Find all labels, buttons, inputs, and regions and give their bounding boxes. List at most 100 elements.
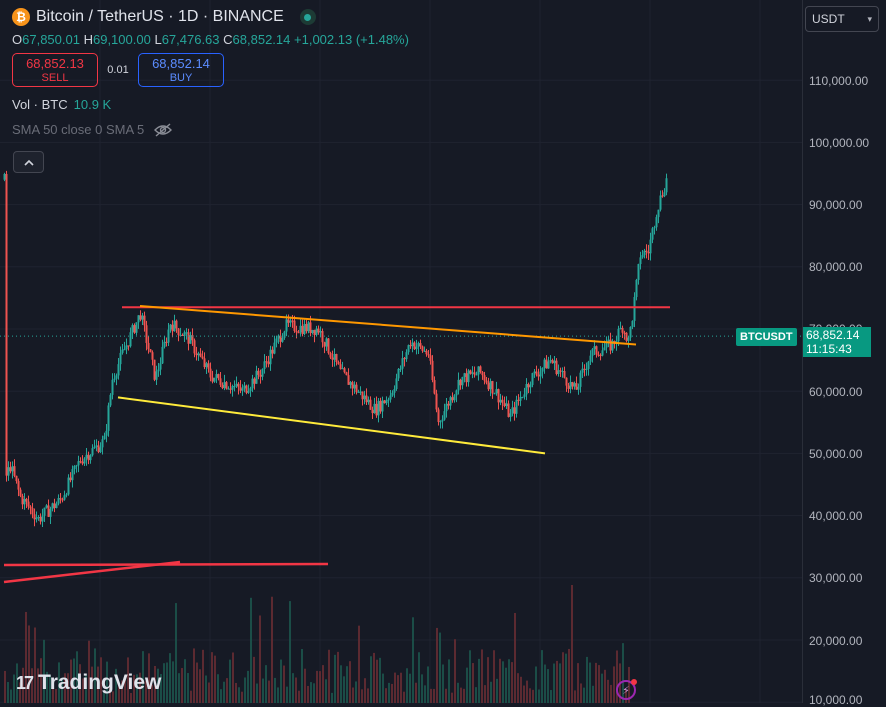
volume-bar — [79, 664, 81, 703]
candle-body — [67, 477, 70, 495]
volume-bar — [238, 687, 240, 703]
volume-bar — [334, 654, 336, 703]
candle-body — [141, 315, 144, 320]
candle-body — [227, 388, 230, 390]
candle-body — [539, 371, 542, 377]
candle-body — [401, 358, 404, 369]
symbol-title-row[interactable]: ₿ Bitcoin / TetherUS · 1D · BINANCE — [12, 8, 409, 26]
candle-body — [381, 400, 384, 412]
volume-bar — [103, 691, 105, 703]
candle-body — [53, 503, 56, 509]
tradingview-logo[interactable]: 17 TradingView — [16, 671, 161, 695]
candle-body — [187, 332, 190, 344]
candle-body — [633, 297, 636, 321]
candle-body — [661, 195, 664, 197]
market-open-icon[interactable] — [299, 9, 316, 25]
price-tick: 90,000.00 — [809, 198, 863, 212]
candle-body — [505, 403, 508, 407]
candle-body — [403, 358, 406, 360]
candle-body — [15, 475, 18, 482]
candle-body — [593, 346, 596, 350]
volume-bar — [259, 615, 261, 703]
candle-body — [653, 227, 656, 229]
volume-bar — [148, 653, 150, 703]
candle-body — [33, 514, 36, 520]
buy-button[interactable]: 68,852.14 BUY — [138, 53, 224, 87]
volume-bar — [526, 680, 528, 703]
candle-body — [455, 390, 458, 396]
candle-body — [345, 372, 348, 376]
volume-bar — [559, 663, 561, 703]
volume-bar — [400, 672, 402, 703]
volume-bar — [106, 661, 108, 703]
chart-plot-area[interactable] — [0, 0, 802, 703]
volume-bar — [292, 673, 294, 703]
candle-body — [349, 382, 352, 385]
candle-body — [215, 374, 218, 378]
candle-body — [467, 370, 470, 383]
collapse-legend-button[interactable] — [13, 151, 44, 173]
candle-body — [327, 338, 330, 354]
candle-body — [529, 384, 532, 388]
candle-body — [315, 328, 318, 335]
candle-body — [649, 239, 652, 254]
candlestick-chart[interactable] — [0, 0, 802, 703]
volume-bar — [211, 652, 213, 703]
candle-body — [223, 382, 226, 389]
volume-bar — [454, 639, 456, 703]
volume-bar — [223, 681, 225, 703]
candle-body — [135, 322, 138, 333]
indicator-legend[interactable]: SMA 50 close 0 SMA 5 — [12, 122, 409, 137]
symbol-title[interactable]: Bitcoin / TetherUS · 1D · BINANCE — [36, 8, 284, 25]
trade-buttons: 68,852.13 SELL 0.01 68,852.14 BUY — [12, 53, 409, 87]
candle-body — [319, 331, 322, 333]
last-price-value: 68,852.14 — [806, 328, 860, 342]
candle-body — [369, 399, 372, 410]
volume-bar — [520, 676, 522, 703]
volume-bar — [226, 678, 228, 703]
candle-body — [441, 419, 444, 422]
volume-bar — [214, 655, 216, 703]
candle-body — [387, 399, 390, 401]
candle-body — [277, 335, 280, 339]
volume-bar — [421, 674, 423, 703]
volume-bar — [184, 659, 186, 703]
candle-body — [303, 324, 306, 335]
currency-selector[interactable]: USDT ▾ — [805, 6, 879, 32]
volume-bar — [481, 649, 483, 703]
candle-body — [267, 361, 270, 365]
candle-body — [663, 192, 666, 197]
candle-body — [579, 372, 582, 387]
volume-bar — [445, 688, 447, 703]
candle-body — [145, 325, 148, 343]
volume-bar — [73, 658, 75, 703]
alerts-button[interactable]: ⚡ — [616, 679, 637, 700]
candle-body — [219, 378, 222, 385]
volume-legend[interactable]: Vol · BTC 10.9 K — [12, 97, 409, 112]
candle-body — [241, 388, 244, 391]
volume-bar — [67, 673, 69, 703]
candle-body — [503, 402, 506, 407]
candle-body — [537, 374, 540, 377]
candle-body — [3, 173, 6, 180]
volume-bar — [577, 663, 579, 703]
candle-body — [445, 403, 448, 412]
volume-bar — [355, 681, 357, 703]
candle-body — [285, 319, 288, 332]
sell-button[interactable]: 68,852.13 SELL — [12, 53, 98, 87]
volume-bar — [589, 662, 591, 703]
candle-body — [77, 461, 80, 466]
volume-bar — [592, 685, 594, 703]
candle-body — [423, 350, 426, 352]
candle-body — [463, 373, 466, 377]
volume-bar — [283, 665, 285, 703]
volume-bar — [244, 677, 246, 703]
candle-body — [439, 421, 442, 423]
volume-bar — [544, 664, 546, 703]
eye-hidden-icon[interactable] — [154, 122, 173, 137]
candle-body — [65, 494, 68, 496]
sell-price: 68,852.13 — [26, 56, 84, 71]
volume-bar — [607, 679, 609, 703]
candle-body — [85, 454, 88, 459]
volume-bar — [145, 680, 147, 703]
